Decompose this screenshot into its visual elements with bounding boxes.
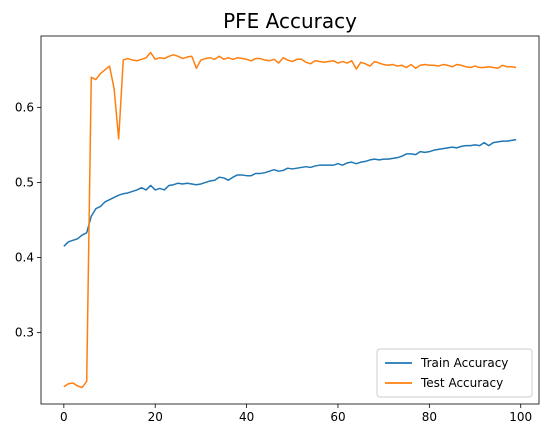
x-tick-label: 40 <box>239 410 254 424</box>
axis-ticks: 0 20 40 60 80 100 0.3 0.4 0.5 0.6 <box>15 100 532 424</box>
series-line-0 <box>63 138 517 247</box>
legend-label: Train Accuracy <box>420 356 508 370</box>
y-tick-label: 0.5 <box>15 175 34 189</box>
x-tick-label: 20 <box>148 410 163 424</box>
y-tick-label: 0.4 <box>15 251 34 265</box>
legend-box <box>376 348 533 398</box>
series-lines <box>63 51 517 389</box>
x-tick-label: 80 <box>422 410 437 424</box>
x-tick-label: 100 <box>509 410 532 424</box>
legend-label: Test Accuracy <box>420 376 503 390</box>
series-line-1 <box>63 51 517 389</box>
y-tick-label: 0.3 <box>15 326 34 340</box>
x-tick-label: 60 <box>330 410 345 424</box>
y-tick-label: 0.6 <box>15 100 34 114</box>
legend: Train Accuracy Test Accuracy <box>376 348 533 398</box>
plot-area <box>40 35 540 405</box>
x-tick-label: 0 <box>60 410 68 424</box>
chart-title: PFE Accuracy <box>223 9 357 33</box>
